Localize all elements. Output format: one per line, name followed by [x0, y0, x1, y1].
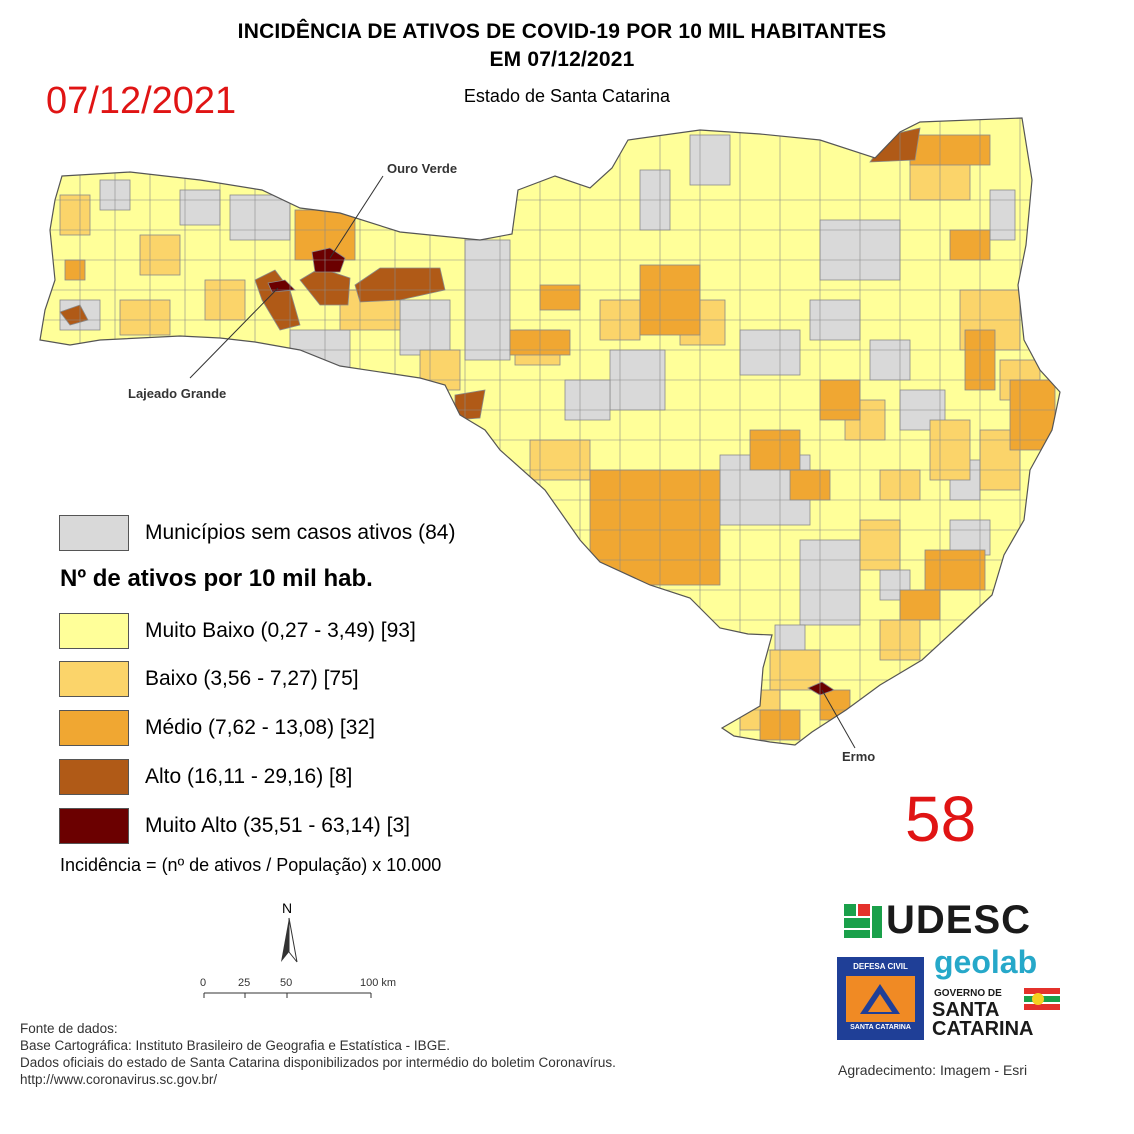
sources-line1: Fonte de dados:: [20, 1021, 118, 1036]
sources-url: http://www.coronavirus.sc.gov.br/: [20, 1072, 218, 1087]
gov-logo-line1: GOVERNO DE: [934, 988, 1002, 999]
gov-logo-line3: CATARINA: [932, 1018, 1034, 1040]
data-sources: Fonte de dados: Base Cartográfica: Insti…: [20, 1020, 616, 1088]
defesa-civil-state: SANTA CATARINA: [850, 1024, 911, 1031]
legend-swatch-no-cases: [59, 515, 129, 551]
legend-label-muito-baixo: Muito Baixo (0,27 - 3,49) [93]: [145, 619, 416, 642]
legend-label-no-cases: Municípios sem casos ativos (84): [145, 521, 456, 544]
gov-logo-line2: SANTA: [932, 999, 1000, 1021]
legend-class-muito-baixo: Muito Baixo (0,27 - 3,49) [93]: [59, 613, 559, 653]
legend-swatch-muito-alto: [59, 808, 129, 844]
scale-tick-0: 0: [200, 977, 207, 989]
legend-class-medio: Médio (7,62 - 13,08) [32]: [59, 710, 559, 750]
defesa-civil-label: DEFESA CIVIL: [853, 962, 908, 971]
geolab-logo: geolab: [934, 944, 1038, 980]
legend-swatch-muito-baixo: [59, 613, 129, 649]
legend-swatch-alto: [59, 759, 129, 795]
defesa-civil-logo-icon: [837, 957, 924, 1040]
legend-label-medio: Médio (7,62 - 13,08) [32]: [145, 716, 375, 739]
legend-label-muito-alto: Muito Alto (35,51 - 63,14) [3]: [145, 814, 410, 837]
map-subtitle: Estado de Santa Catarina: [463, 86, 671, 106]
map-title-line2: EM 07/12/2021: [489, 48, 635, 71]
acknowledgement: Agradecimento: Imagem - Esri: [838, 1062, 1028, 1078]
sc-flag-icon: [1024, 988, 1060, 1010]
legend-label-alto: Alto (16,11 - 29,16) [8]: [145, 765, 353, 788]
scale-tick-100: 100 km: [360, 977, 397, 989]
legend-label-baixo: Baixo (3,56 - 7,27) [75]: [145, 667, 359, 690]
sources-line2: Base Cartográfica: Instituto Brasileiro …: [20, 1038, 450, 1053]
scale-tick-50: 50: [280, 977, 293, 989]
legend-no-cases: Municípios sem casos ativos (84): [59, 515, 559, 555]
legend-class-baixo: Baixo (3,56 - 7,27) [75]: [59, 661, 559, 701]
north-label: N: [282, 900, 293, 916]
sources-line3: Dados oficiais do estado de Santa Catari…: [20, 1055, 616, 1070]
callout-ermo: Ermo: [842, 749, 876, 764]
legend-class-muito-alto: Muito Alto (35,51 - 63,14) [3]: [59, 808, 559, 848]
report-date: 07/12/2021: [46, 80, 237, 122]
map-title-line1: INCIDÊNCIA DE ATIVOS DE COVID-19 POR 10 …: [237, 20, 887, 43]
udesc-logo: UDESC: [886, 898, 1032, 942]
scale-tick-25: 25: [238, 977, 251, 989]
legend-swatch-baixo: [59, 661, 129, 697]
scale-bar: [203, 992, 372, 998]
legend-title: Nº de ativos por 10 mil hab.: [60, 565, 373, 592]
bulletin-number: 58: [905, 783, 977, 855]
north-arrow-icon: [281, 917, 298, 963]
incidence-formula: Incidência = (nº de ativos / População) …: [60, 855, 442, 875]
udesc-logo-icon: [844, 904, 882, 938]
legend-swatch-medio: [59, 710, 129, 746]
callout-lajeado-grande: Lajeado Grande: [128, 386, 227, 401]
callout-ouro-verde: Ouro Verde: [387, 161, 458, 176]
legend-class-alto: Alto (16,11 - 29,16) [8]: [59, 759, 559, 799]
